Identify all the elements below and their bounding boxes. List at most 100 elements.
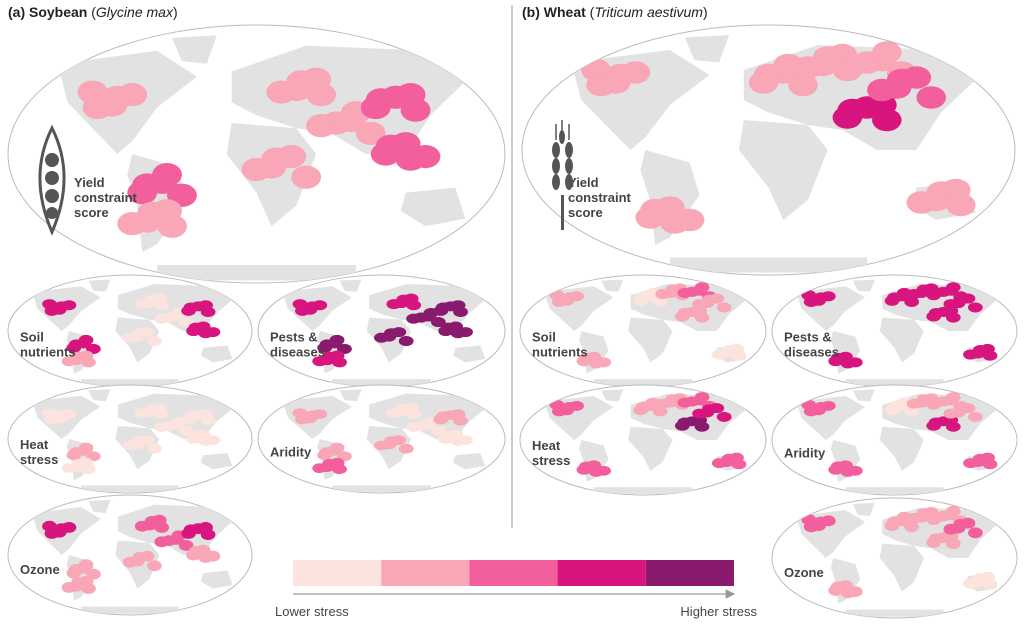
stress-patch [132,328,148,339]
stress-patch [928,511,944,523]
stress-patch [78,334,94,345]
stress-patch [147,336,162,347]
stress-patch [306,83,337,107]
stress-map: Aridity [257,384,506,494]
stress-patch [926,181,956,204]
land [88,279,111,292]
stress-patch [329,334,345,345]
land [200,453,233,470]
stress-patch [694,282,710,293]
legend-swatch [645,560,734,586]
stress-patch [375,134,406,158]
stress-patch [154,536,170,548]
stress-patch [945,392,961,403]
land [852,279,875,292]
stress-patch [813,402,829,412]
stress-patch [398,443,414,454]
map-label: Heat [20,437,49,452]
stress-patch [561,292,577,303]
map-body [796,279,1000,386]
stress-patch [54,301,69,312]
map-label: Yield [74,175,105,190]
stress-patch [953,294,969,305]
stress-map: Pests &diseases [771,274,1018,388]
stress-patch [450,328,466,339]
soybean-icon [38,124,66,236]
land [172,35,217,64]
stress-patch [329,442,345,453]
stress-patch [830,461,846,472]
stress-patch [78,559,94,570]
land [339,389,362,402]
stress-patch [945,193,976,217]
map-label: Pests & [784,329,832,344]
stress-patch [928,308,944,319]
stress-patch [200,415,216,426]
stress-patch [198,436,213,447]
legend-high: Higher stress [680,604,757,619]
stress-patch [322,351,338,362]
stress-patch [54,523,69,534]
stress-patch [332,357,347,368]
stress-patch [721,453,737,464]
stress-patch [183,411,199,422]
land [852,389,875,402]
stress-patch [154,300,170,311]
stress-patch [406,300,422,311]
stress-patch [605,63,636,87]
land [852,502,875,516]
land [628,426,673,471]
land [879,317,924,363]
map-label: Soil [20,329,44,344]
stress-map: Ozone [771,497,1018,619]
land [738,120,828,220]
land [879,426,924,471]
map-body [57,35,471,281]
stress-patch [677,397,693,408]
stress-patch [406,422,422,432]
land [117,393,235,439]
stress-patch [694,421,710,432]
map-label: diseases [270,344,325,359]
legend-swatch [381,560,470,586]
stress-patch [968,411,983,422]
stress-patch [652,296,668,307]
stress-patch [198,552,213,563]
stress-patch [54,410,69,421]
stress-patch [640,198,670,222]
stress-patch [137,201,168,225]
land [593,487,693,494]
stress-patch [830,352,846,363]
land [88,389,111,402]
wheat-icon [552,120,573,230]
stress-patch [178,425,194,436]
stress-patch [945,312,961,323]
land [117,283,235,331]
stress-patch [306,114,337,138]
map-label: score [74,205,109,220]
stress-patch [904,406,920,417]
stress-map: Pests &diseases [257,274,506,388]
map-label: score [568,205,603,220]
stress-patch [694,312,710,323]
land [81,379,179,386]
land [845,379,944,386]
land [200,570,233,589]
map-label: Yield [568,175,599,190]
stress-patch [291,165,322,189]
stress-patch [304,410,320,421]
stress-patch [702,294,717,305]
stress-patch [395,147,426,171]
map-body [544,279,749,386]
stress-patch [953,404,969,415]
stress-patch [904,296,920,307]
stress-patch [188,430,204,441]
stress-patch [398,336,414,347]
stress-patch [721,345,737,356]
map-label: Aridity [270,444,312,459]
stress-patch [588,466,604,477]
stress-patch [322,458,338,469]
stress-patch [435,302,451,313]
